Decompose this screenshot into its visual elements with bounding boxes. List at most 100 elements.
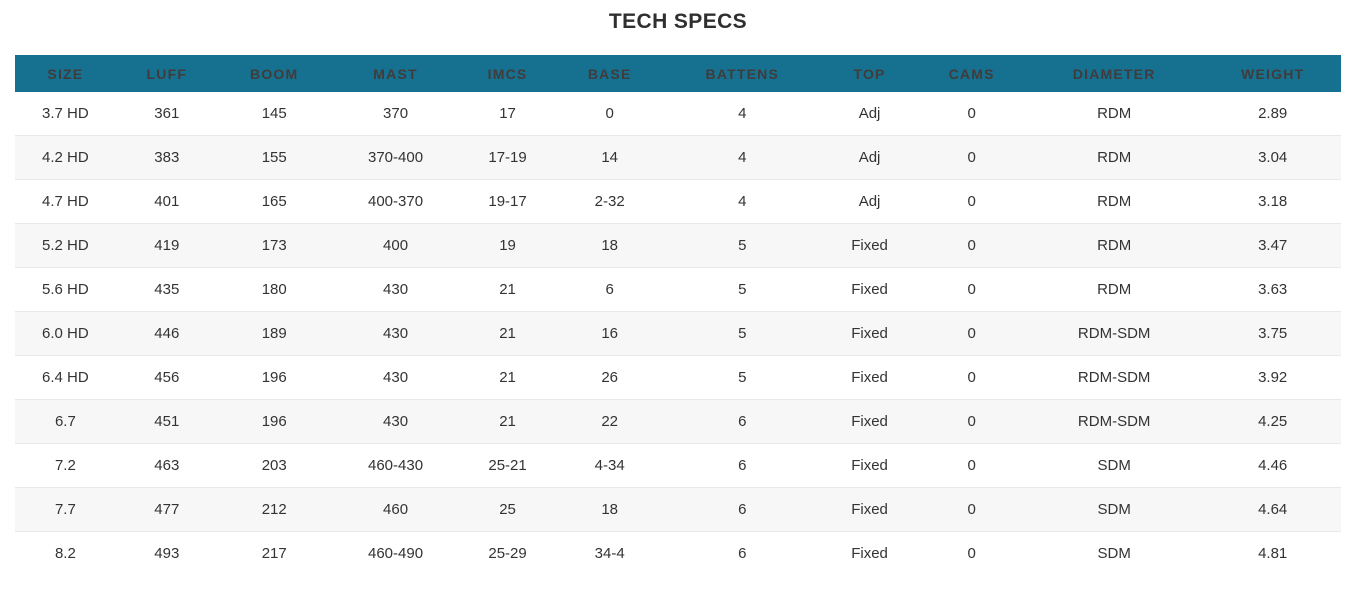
cell-weight: 2.89 xyxy=(1258,105,1288,122)
cell-boom: 203 xyxy=(217,443,331,488)
cell-boom: 189 xyxy=(217,311,331,356)
cell-battens: 4 xyxy=(738,105,747,122)
table-row: 3.7 HD 361 145 370 17 0 4 Adj 0 RDM 2.89 xyxy=(15,92,1341,136)
cell-mast: 430 xyxy=(330,267,461,312)
cell-cams: 0 xyxy=(919,399,1025,444)
cell-boom: 196 xyxy=(217,355,331,400)
cell-imcs: 21 xyxy=(460,355,555,400)
header-cell-size: SIZE xyxy=(15,55,116,92)
cell-luff: 361 xyxy=(154,105,180,122)
cell-weight: 3.18 xyxy=(1204,179,1341,224)
cell-cams: 0 xyxy=(919,487,1025,532)
cell-imcs: 25-21 xyxy=(460,443,555,488)
cell-base: 4-34 xyxy=(554,443,665,488)
table-row: 6.0 HD 446 189 430 21 16 5 Fixed 0 RDM-SDM 3.75 xyxy=(15,311,1341,356)
cell-diameter: RDM-SDM xyxy=(1024,311,1205,356)
cell-top: Fixed xyxy=(819,443,920,488)
cell-battens: 6 xyxy=(664,531,820,575)
cell-base: 34-4 xyxy=(554,531,665,575)
cell-imcs: 21 xyxy=(460,399,555,444)
cell-imcs: 21 xyxy=(460,267,555,312)
cell-luff: 477 xyxy=(115,487,218,532)
cell-diameter: SDM xyxy=(1024,487,1205,532)
cell-cams: 0 xyxy=(967,105,976,122)
table-row: 6.7 451 196 430 21 22 6 Fixed 0 RDM-SDM 4.25 xyxy=(15,399,1341,444)
cell-diameter: RDM xyxy=(1097,105,1132,122)
cell-weight: 3.75 xyxy=(1204,311,1341,356)
cell-battens: 5 xyxy=(664,311,820,356)
cell-weight: 3.04 xyxy=(1204,135,1341,180)
cell-luff: 446 xyxy=(115,311,218,356)
cell-cams: 0 xyxy=(919,311,1025,356)
header-cell-mast: MAST xyxy=(330,55,461,92)
cell-size: 6.4 HD xyxy=(15,355,116,400)
cell-base: 18 xyxy=(554,223,665,268)
cell-weight: 3.47 xyxy=(1204,223,1341,268)
cell-luff: 401 xyxy=(115,179,218,224)
cell-luff: 463 xyxy=(115,443,218,488)
cell-battens: 6 xyxy=(664,487,820,532)
cell-base: 18 xyxy=(554,487,665,532)
cell-diameter: RDM xyxy=(1024,179,1205,224)
header-cell-luff: LUFF xyxy=(115,55,218,92)
cell-diameter: RDM-SDM xyxy=(1024,355,1205,400)
cell-boom: 173 xyxy=(217,223,331,268)
cell-top: Fixed xyxy=(819,355,920,400)
table-row: 7.2 463 203 460-430 25-21 4-34 6 Fixed 0 SDM 4.46 xyxy=(15,443,1341,488)
cell-top: Adj xyxy=(819,135,920,180)
specs-table: SIZE LUFF BOOM MAST IMCS BASE BATTENS TOP CAMS DI… xyxy=(15,55,1341,575)
cell-mast: 460 xyxy=(330,487,461,532)
cell-luff: 493 xyxy=(115,531,218,575)
cell-weight: 4.25 xyxy=(1204,399,1341,444)
cell-imcs: 19 xyxy=(460,223,555,268)
cell-weight: 4.64 xyxy=(1204,487,1341,532)
table-body: 3.7 HD 361 145 370 17 0 4 Adj 0 RDM 2.89 4.2 HD 383 1… xyxy=(15,92,1341,575)
header-cell-boom: BOOM xyxy=(217,55,331,92)
table-row: 4.7 HD 401 165 400-370 19-17 2-32 4 Adj 0 RDM 3.18 xyxy=(15,179,1341,224)
cell-top: Fixed xyxy=(819,487,920,532)
cell-mast: 430 xyxy=(330,355,461,400)
cell-weight: 3.63 xyxy=(1204,267,1341,312)
cell-diameter: SDM xyxy=(1024,531,1205,575)
header-cell-base: BASE xyxy=(554,55,665,92)
cell-imcs: 17 xyxy=(499,105,516,122)
cell-boom: 145 xyxy=(261,105,287,122)
table-row: 5.2 HD 419 173 400 19 18 5 Fixed 0 RDM 3.47 xyxy=(15,223,1341,268)
header-cell-battens: BATTENS xyxy=(664,55,820,92)
cell-diameter: RDM xyxy=(1024,135,1205,180)
cell-size: 7.2 xyxy=(15,443,116,488)
cell-mast: 370-400 xyxy=(330,135,461,180)
cell-size: 6.0 HD xyxy=(15,311,116,356)
cell-mast: 400 xyxy=(330,223,461,268)
cell-top: Adj xyxy=(819,179,920,224)
table-row: 5.6 HD 435 180 430 21 6 5 Fixed 0 RDM 3.63 xyxy=(15,267,1341,312)
cell-battens: 4 xyxy=(664,179,820,224)
cell-boom: 165 xyxy=(217,179,331,224)
cell-top: Fixed xyxy=(819,399,920,444)
cell-base: 14 xyxy=(554,135,665,180)
cell-boom: 212 xyxy=(217,487,331,532)
cell-luff: 419 xyxy=(115,223,218,268)
cell-imcs: 25 xyxy=(460,487,555,532)
cell-luff: 383 xyxy=(115,135,218,180)
cell-size: 3.7 HD xyxy=(42,105,89,122)
cell-base: 2-32 xyxy=(554,179,665,224)
cell-imcs: 21 xyxy=(460,311,555,356)
cell-battens: 5 xyxy=(664,267,820,312)
header-cell-top: TOP xyxy=(819,55,920,92)
cell-size: 4.7 HD xyxy=(15,179,116,224)
header-cell-imcs: IMCS xyxy=(460,55,555,92)
cell-top: Adj xyxy=(858,105,881,122)
cell-base: 16 xyxy=(554,311,665,356)
cell-battens: 4 xyxy=(664,135,820,180)
cell-base: 22 xyxy=(554,399,665,444)
cell-top: Fixed xyxy=(819,311,920,356)
page-title: TECH SPECS xyxy=(608,10,748,33)
cell-top: Fixed xyxy=(819,267,920,312)
header-cell-diameter: DIAMETER xyxy=(1024,55,1205,92)
cell-boom: 196 xyxy=(217,399,331,444)
table-row: 8.2 493 217 460-490 25-29 34-4 6 Fixed 0 SDM 4.81 xyxy=(15,531,1341,575)
cell-luff: 456 xyxy=(115,355,218,400)
header-cell-weight: WEIGHT xyxy=(1204,55,1341,92)
